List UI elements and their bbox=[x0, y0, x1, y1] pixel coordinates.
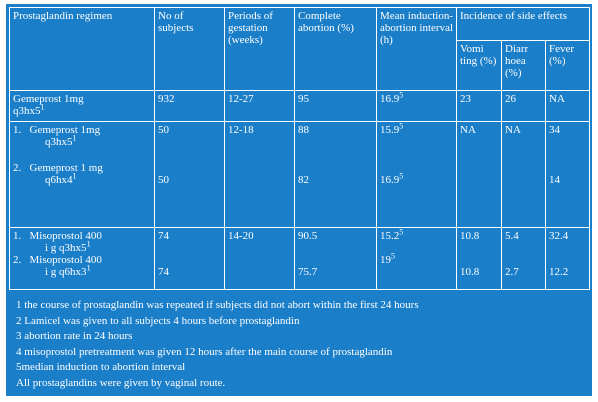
mean-cell: 15.25 195 bbox=[376, 227, 457, 290]
subjects-cell: 50 50 bbox=[154, 121, 225, 228]
table-panel: Prostaglandin regimen No of subjects Per… bbox=[6, 4, 592, 396]
item-number: 1. bbox=[13, 230, 22, 242]
footnote: 4 misoprostol pretreatment was given 12 … bbox=[16, 345, 393, 358]
mean-value: 19 bbox=[380, 254, 391, 266]
regimen-cell: 1. Gemeprost 1mg q3hx51 2. Gemeprost 1 m… bbox=[9, 121, 155, 228]
fever-cell: 32.4 12.2 bbox=[545, 227, 590, 290]
footnote-ref: 1 bbox=[40, 102, 45, 112]
footnote-ref: 1 bbox=[86, 239, 91, 249]
footnote: All prostaglandins were given by vaginal… bbox=[16, 376, 226, 389]
subheader-row: Vomi ting (%) Diarr hoea (%) Fever (%) bbox=[10, 40, 590, 91]
footnote-ref: 1 bbox=[72, 171, 77, 181]
item-number: 1. bbox=[13, 124, 22, 136]
table-row: 1. Misoprostol 400 ì g q3hx51 2. Misopro… bbox=[9, 227, 590, 290]
subjects-value: 74 bbox=[158, 266, 169, 278]
mean-cell: 16.95 bbox=[376, 90, 457, 122]
mean-value: 16.9 bbox=[380, 174, 400, 186]
mean-value: 15.9 bbox=[380, 124, 400, 136]
table-row: Gemeprost 1mg q3hx51 932 12-27 95 16.95 … bbox=[9, 90, 590, 122]
subjects-value: 50 bbox=[158, 174, 169, 186]
regimen-line: Gemeprost 1 mg bbox=[29, 162, 103, 174]
table-row: 1. Gemeprost 1mg q3hx51 2. Gemeprost 1 m… bbox=[9, 121, 590, 228]
complete-value: 82 bbox=[298, 174, 309, 186]
header-vomiting: Vomi ting (%) bbox=[456, 40, 502, 91]
diarrhoea-cell: 26 bbox=[501, 90, 546, 122]
item-number: 2. bbox=[13, 162, 22, 174]
periods-cell: 12-27 bbox=[224, 90, 295, 122]
footnote: 1 the course of prostaglandin was repeat… bbox=[16, 299, 419, 311]
header-complete: Complete abortion (%) bbox=[294, 7, 377, 91]
footnote-ref: 1 bbox=[86, 263, 91, 273]
regimen-cell: 1. Misoprostol 400 ì g q3hx51 2. Misopro… bbox=[9, 227, 155, 290]
regimen-line: Gemeprost 1mg bbox=[29, 124, 101, 136]
header-mean: Mean induction-abortion interval (h) bbox=[376, 7, 457, 91]
subjects-cell: 932 bbox=[154, 90, 225, 122]
complete-value: 90.5 bbox=[298, 230, 318, 242]
fever-value: 12.2 bbox=[549, 266, 569, 278]
header-fever: Fever (%) bbox=[545, 40, 590, 91]
header-periods: Periods of gestation (weeks) bbox=[224, 7, 295, 91]
header-incidence: Incidence of side effects bbox=[456, 7, 590, 41]
item-number: 2. bbox=[13, 254, 22, 266]
diarrhoea-cell: 5.4 2.7 bbox=[501, 227, 546, 290]
mean-value: 15.2 bbox=[380, 230, 400, 242]
regimen-line: Misoprostol 400 bbox=[29, 254, 102, 266]
footnote-ref: 5 bbox=[391, 251, 395, 261]
fever-value: 32.4 bbox=[549, 230, 569, 242]
vomiting-cell: 10.8 10.8 bbox=[456, 227, 502, 290]
complete-value: 88 bbox=[298, 124, 309, 136]
header-row: Prostaglandin regimen No of subjects Per… bbox=[9, 7, 590, 91]
footnote-ref: 5 bbox=[399, 227, 404, 237]
subjects-cell: 74 74 bbox=[154, 227, 225, 290]
footnote: 3 abortion rate in 24 hours bbox=[16, 330, 133, 342]
footnote-ref: 5 bbox=[399, 171, 404, 181]
header-regimen: Prostaglandin regimen bbox=[9, 7, 155, 91]
diarrhoea-value: 5.4 bbox=[505, 230, 519, 242]
periods-cell: 14-20 bbox=[224, 227, 295, 290]
mean-cell: 15.95 16.95 bbox=[376, 121, 457, 228]
fever-value: 34 bbox=[549, 124, 560, 136]
complete-value: 75.7 bbox=[298, 266, 318, 278]
diarrhoea-cell: NA bbox=[501, 121, 546, 228]
diarrhoea-value: NA bbox=[505, 124, 521, 136]
mean-value: 16.9 bbox=[380, 93, 400, 105]
regimen-line: q6hx4 bbox=[45, 174, 73, 186]
subjects-value: 74 bbox=[158, 230, 169, 242]
complete-cell: 95 bbox=[294, 90, 377, 122]
fever-value: 14 bbox=[549, 174, 560, 186]
complete-cell: 90.5 75.7 bbox=[294, 227, 377, 290]
subjects-value: 50 bbox=[158, 124, 169, 136]
regimen-line: Gemeprost 1mg bbox=[13, 93, 84, 105]
footnote: 5median induction to abortion interval bbox=[16, 361, 186, 373]
regimen-line: q3hx5 bbox=[45, 136, 73, 148]
header-diarrhoea: Diarr hoea (%) bbox=[501, 40, 546, 91]
vomiting-cell: NA bbox=[456, 121, 502, 228]
complete-cell: 88 82 bbox=[294, 121, 377, 228]
header-subjects: No of subjects bbox=[154, 7, 225, 91]
regimen-line: ì g q3hx5 bbox=[45, 242, 87, 254]
vomiting-value: NA bbox=[460, 124, 476, 136]
regimen-line: q3hx5 bbox=[13, 105, 41, 117]
footnotes: 1 the course of prostaglandin was repeat… bbox=[16, 298, 586, 391]
regimen-line: Misoprostol 400 bbox=[29, 230, 102, 242]
diarrhoea-value: 2.7 bbox=[505, 266, 519, 278]
footnote-ref: 1 bbox=[72, 133, 77, 143]
footnote-ref: 5 bbox=[399, 90, 404, 100]
regimen-line: ì g q6hx3 bbox=[45, 266, 87, 278]
prostaglandin-table: Prostaglandin regimen No of subjects Per… bbox=[9, 7, 590, 290]
regimen-cell: Gemeprost 1mg q3hx51 bbox=[9, 90, 155, 122]
fever-cell: 34 14 bbox=[545, 121, 590, 228]
footnote: 2 Lamicel was given to all subjects 4 ho… bbox=[16, 314, 300, 327]
footnote-ref: 5 bbox=[399, 121, 404, 131]
vomiting-cell: 23 bbox=[456, 90, 502, 122]
vomiting-value: 10.8 bbox=[460, 230, 480, 242]
vomiting-value: 10.8 bbox=[460, 266, 480, 278]
fever-cell: NA bbox=[545, 90, 590, 122]
periods-cell: 12-18 bbox=[224, 121, 295, 228]
